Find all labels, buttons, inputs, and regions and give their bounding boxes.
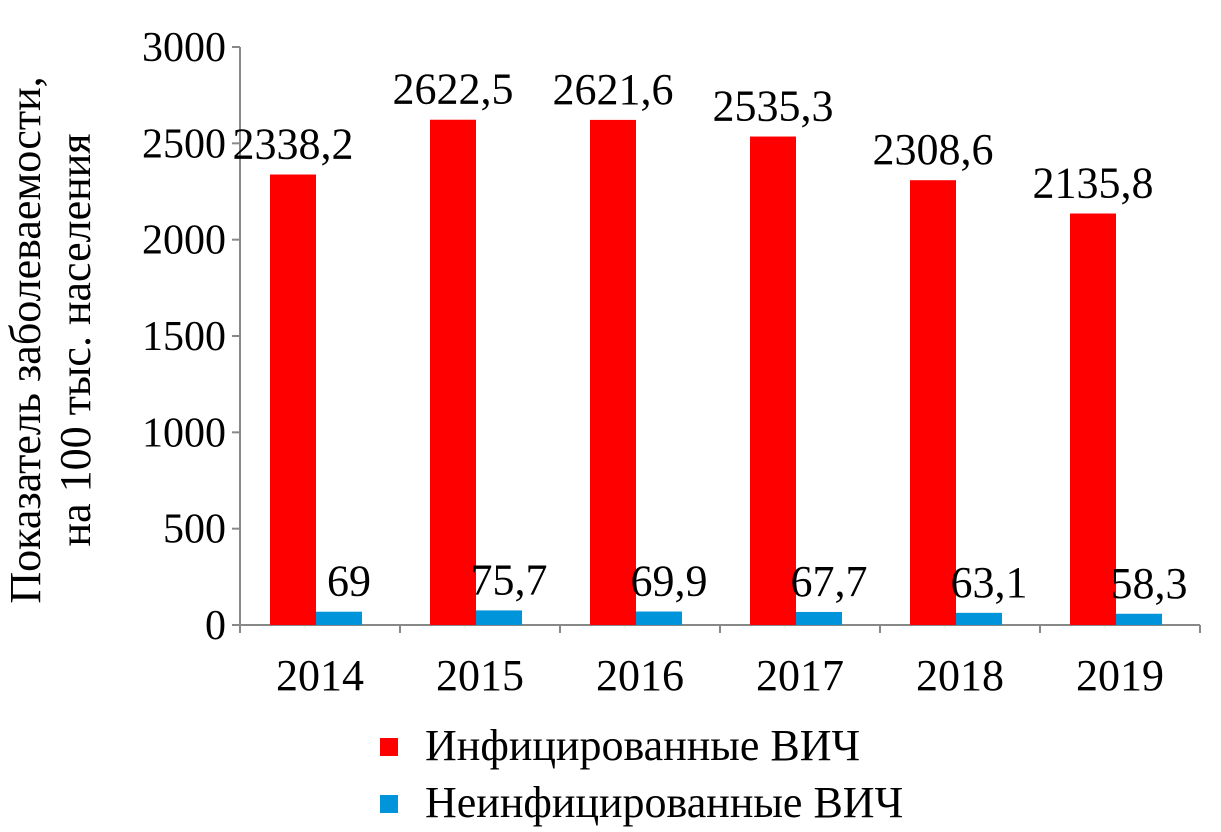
y-tick-label: 2500 [142, 121, 226, 167]
x-tick-label: 2016 [596, 651, 684, 700]
bar-uninfected [316, 611, 362, 625]
y-tick-label: 1500 [142, 314, 226, 360]
bar-uninfected [1116, 613, 1162, 625]
y-axis-label-line-1: Показатель заболеваемости, [1, 76, 50, 603]
data-label: 69 [327, 557, 371, 606]
data-label: 2621,6 [553, 65, 674, 114]
bar-infected [750, 136, 796, 625]
y-tick-label: 2000 [142, 218, 226, 264]
legend-label: Неинфицированные ВИЧ [425, 778, 903, 827]
data-label: 2622,5 [393, 65, 514, 114]
legend-swatch [380, 738, 398, 756]
x-tick-label: 2019 [1076, 651, 1164, 700]
bar-infected [430, 119, 476, 626]
data-label: 63,1 [951, 558, 1028, 607]
y-axis-label-line-2: на 100 тыс. населения [51, 134, 100, 547]
data-label: 67,7 [791, 557, 868, 606]
data-label: 69,9 [631, 557, 708, 606]
y-tick-label: 500 [163, 507, 226, 553]
x-tick-label: 2018 [916, 651, 1004, 700]
bar-uninfected [636, 611, 682, 625]
y-axis-label: Показатель заболеваемости, на 100 тыс. н… [1, 76, 100, 603]
bar-infected [590, 119, 636, 626]
bar-infected [1070, 213, 1116, 625]
bar-infected [270, 174, 316, 625]
legend-swatch [380, 795, 398, 813]
x-tick-label: 2014 [276, 651, 364, 700]
data-label: 2135,8 [1033, 159, 1154, 208]
y-tick-label: 0 [205, 603, 226, 649]
y-tick-label: 3000 [142, 25, 226, 71]
y-tick-label: 1000 [142, 410, 226, 456]
bar-uninfected [476, 610, 522, 625]
bar-uninfected [796, 611, 842, 625]
data-label: 2308,6 [873, 125, 994, 174]
data-label: 2338,2 [233, 120, 354, 169]
bar-uninfected [956, 612, 1002, 625]
bar-infected [910, 180, 956, 626]
data-label: 2535,3 [713, 82, 834, 131]
data-label: 75,7 [471, 555, 548, 604]
legend-label: Инфицированные ВИЧ [425, 721, 860, 770]
x-tick-label: 2017 [756, 651, 844, 700]
x-tick-label: 2015 [436, 651, 524, 700]
data-label: 58,3 [1111, 559, 1188, 608]
